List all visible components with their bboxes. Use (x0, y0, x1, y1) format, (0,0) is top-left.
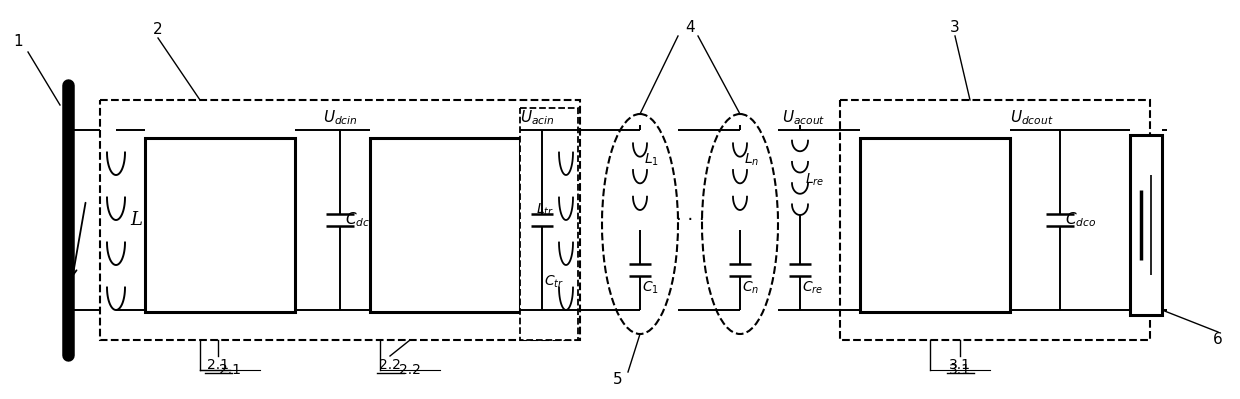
Bar (839, 100, 1149, 340)
Text: $U_{dcin}$: $U_{dcin}$ (322, 109, 357, 127)
Text: 3.1: 3.1 (949, 358, 971, 372)
Ellipse shape (601, 114, 678, 334)
Text: $L_1$: $L_1$ (644, 152, 658, 168)
Text: $C_{tr}$: $C_{tr}$ (544, 274, 564, 290)
Text: $C_{re}$: $C_{re}$ (802, 280, 823, 296)
Text: $C_{dco}$: $C_{dco}$ (1065, 211, 1096, 229)
Text: $L_{tr}$: $L_{tr}$ (536, 202, 554, 218)
Bar (861, 138, 1011, 312)
Text: 3.1: 3.1 (949, 363, 971, 377)
Text: 1: 1 (14, 34, 22, 49)
Text: $U_{acout}$: $U_{acout}$ (782, 109, 826, 127)
Text: $C_{dci}$: $C_{dci}$ (345, 211, 373, 229)
Bar (145, 138, 295, 312)
Text: $L_n$: $L_n$ (744, 152, 759, 168)
Text: 2: 2 (154, 22, 162, 38)
Bar (370, 138, 520, 312)
Text: $U_{dcout}$: $U_{dcout}$ (1011, 109, 1054, 127)
Bar (100, 100, 580, 340)
Text: 2.1: 2.1 (219, 363, 241, 377)
Ellipse shape (702, 114, 777, 334)
Text: 6: 6 (1213, 332, 1223, 348)
Text: $C_n$: $C_n$ (742, 280, 759, 296)
Text: 2.2: 2.2 (399, 363, 420, 377)
Text: $C_1$: $C_1$ (642, 280, 658, 296)
Text: L: L (130, 211, 143, 229)
Bar (520, 108, 578, 340)
Text: $L_{re}$: $L_{re}$ (805, 172, 825, 188)
Text: 2.2: 2.2 (379, 358, 401, 372)
Text: · · ·: · · · (676, 211, 704, 229)
Text: 3: 3 (950, 20, 960, 36)
Bar (1130, 135, 1162, 315)
Text: 2.1: 2.1 (207, 358, 229, 372)
Text: 4: 4 (686, 20, 694, 36)
Text: $U_{acin}$: $U_{acin}$ (520, 109, 554, 127)
Text: 5: 5 (614, 373, 622, 387)
